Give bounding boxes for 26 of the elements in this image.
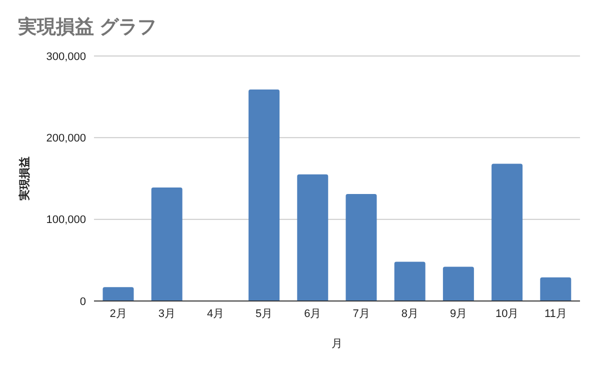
x-axis-title: 月 — [332, 338, 342, 350]
y-tick-label: 0 — [80, 296, 86, 308]
y-tick-label: 100,000 — [46, 214, 86, 226]
chart-title: 実現損益 グラフ — [18, 16, 156, 40]
bar — [492, 164, 523, 301]
y-tick-label: 200,000 — [46, 132, 86, 145]
bar — [151, 187, 182, 301]
x-tick-label: 6月 — [304, 308, 322, 320]
x-tick-label: 7月 — [352, 308, 370, 320]
y-axis-title: 実現損益 — [18, 156, 31, 202]
y-tick-label: 300,000 — [46, 50, 86, 63]
bar — [394, 262, 426, 301]
x-tick-label: 2月 — [110, 308, 127, 320]
x-tick-label: 8月 — [401, 308, 418, 320]
x-tick-label: 10月 — [495, 308, 519, 320]
x-tick-label: 3月 — [158, 308, 176, 320]
bar — [102, 287, 134, 301]
x-tick-label: 11月 — [544, 308, 567, 320]
bar — [442, 266, 474, 301]
bar — [248, 89, 280, 301]
x-tick-label: 9月 — [450, 308, 468, 320]
bar — [346, 194, 377, 301]
bar — [540, 277, 572, 301]
x-tick-label: 5月 — [256, 308, 273, 320]
x-tick-label: 4月 — [206, 308, 224, 320]
bar — [297, 174, 328, 301]
